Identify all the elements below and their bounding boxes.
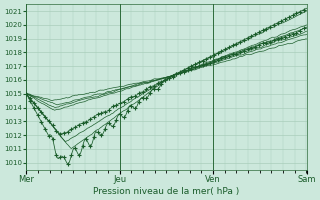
X-axis label: Pression niveau de la mer( hPa ): Pression niveau de la mer( hPa ) [93, 187, 240, 196]
